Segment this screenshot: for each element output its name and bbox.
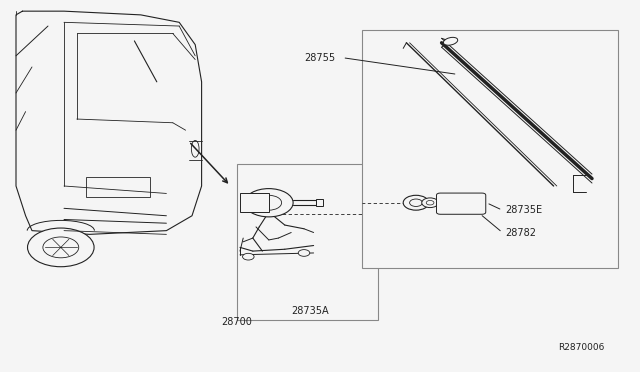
Bar (362, 30, 618, 268)
Bar (86, 177, 150, 197)
Circle shape (244, 189, 293, 217)
Text: R2870006: R2870006 (559, 343, 605, 352)
Text: 28700: 28700 (221, 317, 252, 327)
Circle shape (410, 199, 422, 206)
Text: 28735A: 28735A (291, 306, 329, 315)
Circle shape (426, 201, 434, 205)
Circle shape (28, 228, 94, 267)
Bar (316, 199, 323, 206)
Ellipse shape (191, 140, 199, 157)
Text: 28782: 28782 (506, 228, 536, 237)
Text: 28755: 28755 (304, 53, 335, 62)
Circle shape (43, 237, 79, 258)
Bar (237, 164, 378, 320)
Circle shape (256, 195, 282, 210)
FancyBboxPatch shape (436, 193, 486, 214)
Circle shape (243, 253, 254, 260)
Circle shape (422, 198, 438, 208)
Text: 28735E: 28735E (506, 205, 543, 215)
Ellipse shape (444, 37, 458, 45)
Bar (240, 193, 269, 212)
Circle shape (298, 250, 310, 256)
Circle shape (403, 195, 429, 210)
